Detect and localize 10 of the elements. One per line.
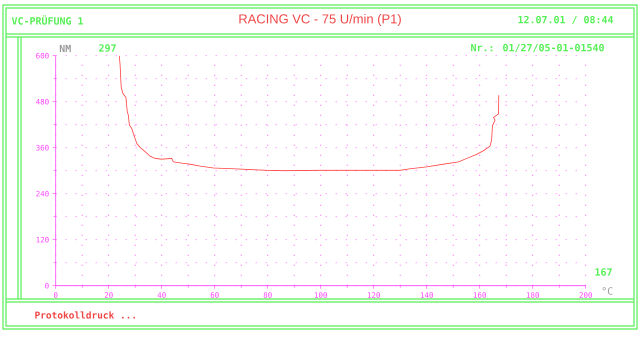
x-axis-title: °C	[602, 287, 612, 295]
text: Nr.: 01/27/05-01-01540	[471, 44, 604, 52]
text: 167	[595, 268, 612, 276]
line-series	[118, 56, 500, 172]
text: Protokolldruck ...	[35, 311, 135, 319]
text: 12.07.01 / 08:44	[518, 16, 614, 24]
y-axis-title: NM	[60, 44, 71, 52]
chart-title: RACING VC - 75 U/min (P1)	[239, 14, 401, 26]
text: VC-PRÜFUNG 1	[12, 15, 84, 25]
text: 297	[99, 44, 116, 52]
